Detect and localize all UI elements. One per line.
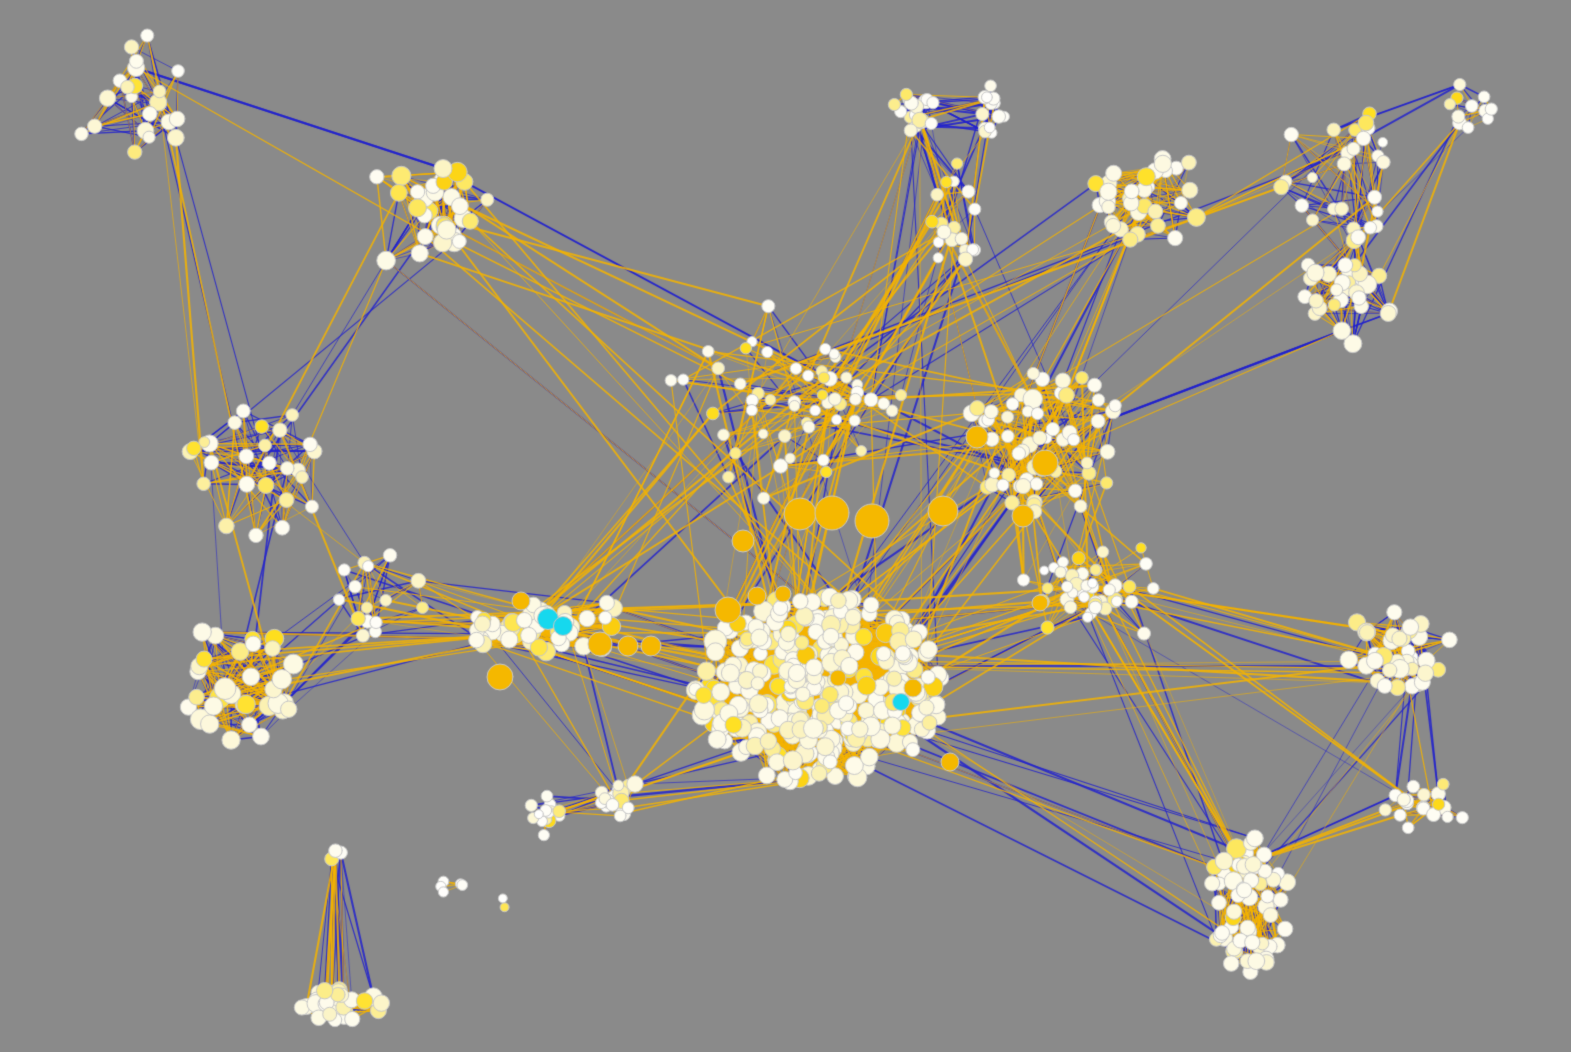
graph-visualization-root bbox=[0, 0, 1571, 1052]
network-graph-canvas[interactable] bbox=[0, 0, 1571, 1052]
